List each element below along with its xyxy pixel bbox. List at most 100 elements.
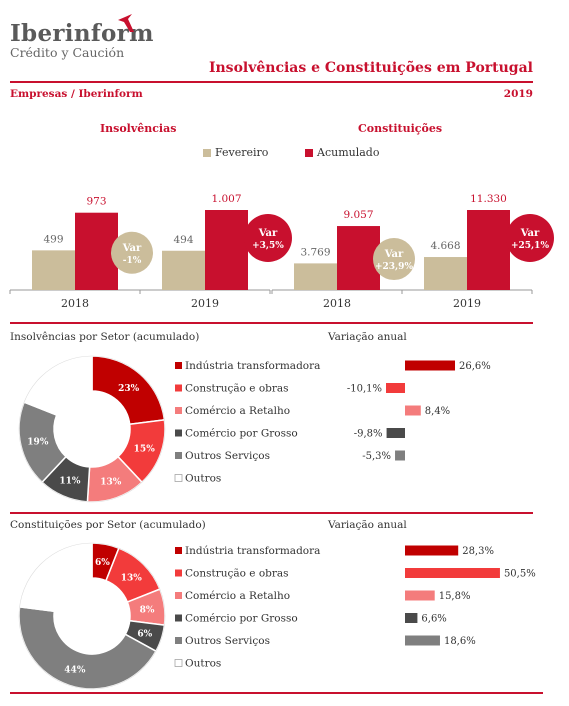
var-bubble-0-acu <box>244 214 292 262</box>
sector-legend-label-2-2: Comércio a Retalho <box>185 405 290 417</box>
legend-acumulado-label: Acumulado <box>317 146 380 159</box>
brand-tagline: Crédito y Caución <box>10 45 125 60</box>
var-bubble-title-0-acu: Var <box>258 228 278 239</box>
sector-legend-label-3-2: Comércio a Retalho <box>185 590 290 602</box>
donut-label-2-2: 13% <box>100 478 122 488</box>
variation-label-3-2: 15,8% <box>439 591 471 602</box>
var-bubble-value-1-fev: +23,9% <box>375 262 413 272</box>
variation-label-3-0: 28,3% <box>462 546 494 557</box>
sector-legend-label-3-4: Outros Serviços <box>185 635 270 647</box>
section-divider-1 <box>10 322 533 324</box>
var-bubble-0-fev <box>111 231 153 274</box>
sector-legend-swatch-2-1 <box>175 384 182 392</box>
bar-value-label-0-0-0: 499 <box>43 233 63 245</box>
var-bubble-1-fev <box>373 238 415 281</box>
var-bubble-title-1-acu: Var <box>520 228 540 239</box>
bar-value-label-0-0-1: 973 <box>86 196 106 208</box>
variation-bar-2-1 <box>386 383 405 393</box>
donut-label-3-1: 13% <box>121 573 143 583</box>
year-label: 2019 <box>503 88 533 100</box>
donut-label-3-0: 6% <box>95 558 110 568</box>
variation-bar-3-0 <box>405 545 459 556</box>
bar-value-label-0-1-0: 494 <box>173 234 193 246</box>
bar-charts: 499 973 2018 494 1.007 2019 Var -1% Var +3,5% 3.76… <box>9 193 554 310</box>
bar-category-label-1-1: 2019 <box>453 297 481 310</box>
insolvencias-setor-title: Insolvências por Setor (acumulado) <box>10 331 200 343</box>
bar-0-0-1 <box>75 212 118 290</box>
bar-category-label-0-0: 2018 <box>61 297 89 310</box>
legend-acumulado: Acumulado <box>305 146 379 159</box>
variation-bar-2-3 <box>386 428 405 438</box>
variation-label-3-3: 6,6% <box>421 614 446 625</box>
donut-label-3-2: 8% <box>140 606 155 616</box>
variation-bar-2-4 <box>395 450 405 461</box>
donut-label-3-4: 44% <box>64 665 86 675</box>
variation-bar-2-2 <box>405 405 421 416</box>
insolvencias-title: Insolvências <box>100 122 177 135</box>
sector-legend-label-2-5: Outros <box>185 473 221 485</box>
donut-label-3-3: 6% <box>137 630 152 640</box>
bar-value-label-1-0-0: 3.769 <box>300 246 330 258</box>
bar-0-1-1 <box>205 210 248 290</box>
legend-swatch-red <box>305 148 313 157</box>
sector-legend-label-2-1: Construção e obras <box>185 383 289 395</box>
variation-label-2-0: 26,6% <box>459 361 491 372</box>
sector-legend-label-2-4: Outros Serviços <box>185 450 270 462</box>
sector-legend-label-2-3: Comércio por Grosso <box>185 428 298 440</box>
bar-1-1-1 <box>467 210 510 290</box>
donut-outline-3 <box>18 542 166 690</box>
insolvencias-variacao-title: Variação anual <box>328 331 407 343</box>
variation-label-2-3: -9,8% <box>354 429 383 440</box>
sector-legend-swatch-2-3 <box>175 429 182 437</box>
sector-legend-swatch-3-1 <box>175 569 182 577</box>
variation-label-2-1: -10,1% <box>347 384 382 395</box>
section-divider-3 <box>10 692 543 694</box>
donut-outline-2 <box>18 355 166 503</box>
variation-label-2-2: 8,4% <box>425 406 450 417</box>
bar-1-0-1 <box>337 226 380 290</box>
var-bubble-value-0-acu: +3,5% <box>252 241 284 251</box>
title-underline <box>10 81 533 83</box>
variation-bar-3-4 <box>405 635 440 646</box>
variation-bar-3-1 <box>405 568 500 578</box>
sector-legend-swatch-3-0 <box>175 547 182 554</box>
constituicoes-variacao-title: Variação anual <box>328 519 407 531</box>
donut-slice-2-5 <box>23 355 93 416</box>
var-bubble-value-0-fev: -1% <box>123 256 142 266</box>
constituicoes-title: Constituições <box>358 122 443 135</box>
legend-swatch-beige <box>203 148 211 157</box>
var-bubble-title-0-fev: Var <box>122 243 142 254</box>
page-title: Insolvências e Constituições em Portugal <box>208 60 533 76</box>
bar-category-label-0-1: 2019 <box>191 297 219 310</box>
variation-bar-3-2 <box>405 590 435 601</box>
donut-label-2-0: 23% <box>118 384 140 394</box>
bar-1-1-0 <box>424 257 467 290</box>
bar-category-label-1-0: 2018 <box>323 297 351 310</box>
sector-legend-swatch-2-5 <box>174 474 183 482</box>
var-bubble-title-1-fev: Var <box>384 249 404 260</box>
sector-legend-label-3-1: Construção e obras <box>185 568 289 580</box>
sector-legend-swatch-2-2 <box>175 407 182 414</box>
bar-value-label-1-1-1: 11.330 <box>470 193 507 205</box>
bar-value-label-1-0-1: 9.057 <box>343 209 373 221</box>
sector-legend-label-3-5: Outros <box>185 658 221 670</box>
sector-legend-swatch-3-4 <box>175 637 182 644</box>
variation-label-2-4: -5,3% <box>362 451 391 462</box>
sector-legend-swatch-3-5 <box>174 659 183 667</box>
var-bubble-1-acu <box>506 214 554 262</box>
donut-label-2-4: 19% <box>27 438 49 448</box>
bar-0-0-0 <box>32 250 75 290</box>
sector-legend-label-3-0: Indústria transformadora <box>185 545 320 557</box>
donut-label-2-1: 15% <box>134 444 156 454</box>
sector-legend-swatch-3-2 <box>175 592 182 599</box>
bar-value-label-0-1-1: 1.007 <box>211 193 241 205</box>
section-divider-2 <box>10 512 533 514</box>
variation-label-3-1: 50,5% <box>504 569 536 580</box>
sector-legend-label-3-3: Comércio por Grosso <box>185 613 298 625</box>
bar-0-1-0 <box>162 250 205 290</box>
legend-fevereiro-label: Fevereiro <box>215 146 269 159</box>
sector-legend-swatch-2-4 <box>175 452 182 459</box>
variation-label-3-4: 18,6% <box>444 636 476 647</box>
donut-label-2-3: 11% <box>59 476 81 486</box>
